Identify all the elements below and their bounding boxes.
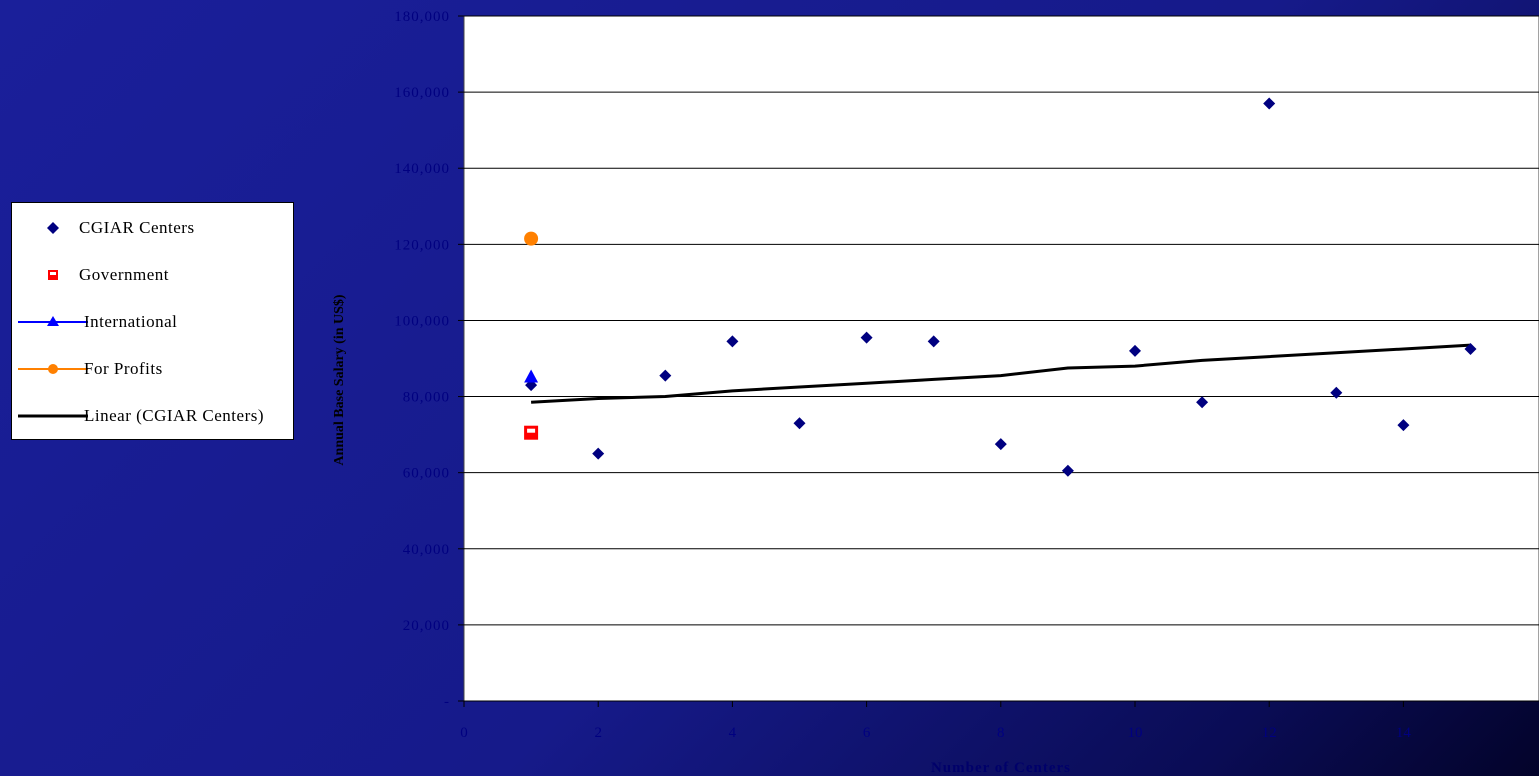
- cgiar-point: [994, 438, 1007, 451]
- cgiar-point: [793, 417, 806, 430]
- x-tick-label: 8: [997, 725, 1005, 741]
- circle-marker-icon: [18, 364, 88, 374]
- international-point: [524, 369, 539, 383]
- y-axis-label: Annual Base Salary (in US$): [332, 294, 347, 465]
- trendline-linear-cgiar: [531, 343, 1471, 404]
- legend-item-cgiar: CGIAR Centers: [12, 213, 295, 243]
- cgiar-point: [1129, 344, 1141, 357]
- cgiar-point: [860, 331, 873, 344]
- legend-label: For Profits: [84, 359, 163, 378]
- cgiar-point: [726, 335, 739, 348]
- x-tick-label: 10: [1128, 725, 1143, 741]
- diamond-marker-icon: [47, 222, 59, 234]
- y-axis-ticks: - 20,000 40,000 60,000 80,000 100,000 120,000 1…: [394, 9, 464, 710]
- cgiar-point: [659, 369, 672, 382]
- y-tick-label: 140,000: [394, 161, 450, 177]
- cgiar-point: [1061, 464, 1074, 477]
- square-marker-icon: [48, 270, 58, 280]
- gridlines: [464, 15, 1539, 626]
- data-points: [524, 97, 1477, 477]
- x-tick-label: 4: [729, 725, 737, 741]
- y-tick-label: 120,000: [394, 237, 450, 253]
- x-tick-label: 14: [1396, 725, 1412, 741]
- cgiar-point: [1263, 97, 1276, 110]
- y-tick-label: -: [444, 694, 450, 710]
- y-tick-label: 40,000: [403, 542, 450, 558]
- plot-area: [463, 15, 1539, 702]
- trendline-group: [531, 343, 1471, 404]
- x-axis-label: Number of Centers: [931, 760, 1071, 776]
- x-tick-label: 12: [1262, 725, 1277, 741]
- government-point-inner: [527, 428, 536, 433]
- legend-label: Government: [79, 265, 169, 284]
- legend-item-international: International: [12, 307, 295, 337]
- y-tick-label: 20,000: [403, 618, 450, 634]
- triangle-marker-icon: [18, 316, 88, 326]
- cgiar-point: [1464, 342, 1477, 355]
- cgiar-point: [927, 335, 940, 348]
- cgiar-point: [1397, 419, 1410, 432]
- y-tick-label: 160,000: [394, 85, 450, 101]
- chart-legend: CGIAR Centers Government International F…: [11, 202, 294, 440]
- legend-label: CGIAR Centers: [79, 218, 195, 237]
- legend-label: International: [84, 312, 178, 331]
- line-marker-icon: [18, 414, 88, 418]
- y-tick-label: 60,000: [403, 466, 450, 482]
- y-tick-label: 80,000: [403, 390, 450, 406]
- cgiar-point: [1330, 386, 1343, 399]
- cgiar-point: [1196, 396, 1209, 409]
- cgiar-point: [592, 447, 605, 460]
- y-tick-label: 180,000: [394, 9, 450, 25]
- legend-label: Linear (CGIAR Centers): [84, 406, 265, 425]
- legend-item-for-profits: For Profits: [12, 354, 295, 384]
- x-axis-ticks: 0 2 4 6 8 10 12 14: [460, 700, 1539, 741]
- x-tick-label: 0: [460, 725, 468, 741]
- x-tick-label: 6: [863, 725, 871, 741]
- y-tick-label: 100,000: [394, 313, 450, 329]
- legend-item-linear: Linear (CGIAR Centers): [12, 401, 295, 431]
- legend-item-government: Government: [12, 260, 295, 290]
- x-tick-label: 2: [594, 725, 602, 741]
- for-profits-point: [524, 231, 539, 246]
